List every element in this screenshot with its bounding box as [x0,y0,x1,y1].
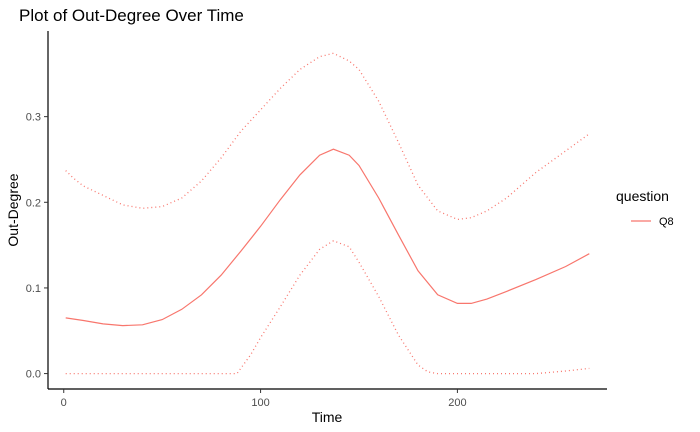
chart-title: Plot of Out-Degree Over Time [19,6,244,25]
y-tick-label: 0.3 [26,112,41,124]
y-tick-label: 0.0 [26,369,41,381]
legend-label-q8: Q8 [659,216,674,228]
y-tick-label: 0.1 [26,283,41,295]
legend-title: question [616,188,669,204]
plot-area [65,52,590,375]
axes: 0.0 0.1 0.2 0.3 0 100 200 [26,31,607,409]
y-axis-label: Out-Degree [5,173,21,246]
series-line-upper [65,52,590,221]
x-tick-label: 0 [61,397,67,409]
x-tick-label: 100 [251,397,269,409]
x-axis-label: Time [312,409,343,425]
x-tick-label: 200 [448,397,466,409]
series-line-fit [65,148,590,327]
legend: question Q8 [616,188,674,228]
y-tick-label: 0.2 [26,197,41,209]
series-line-lower [65,240,590,375]
